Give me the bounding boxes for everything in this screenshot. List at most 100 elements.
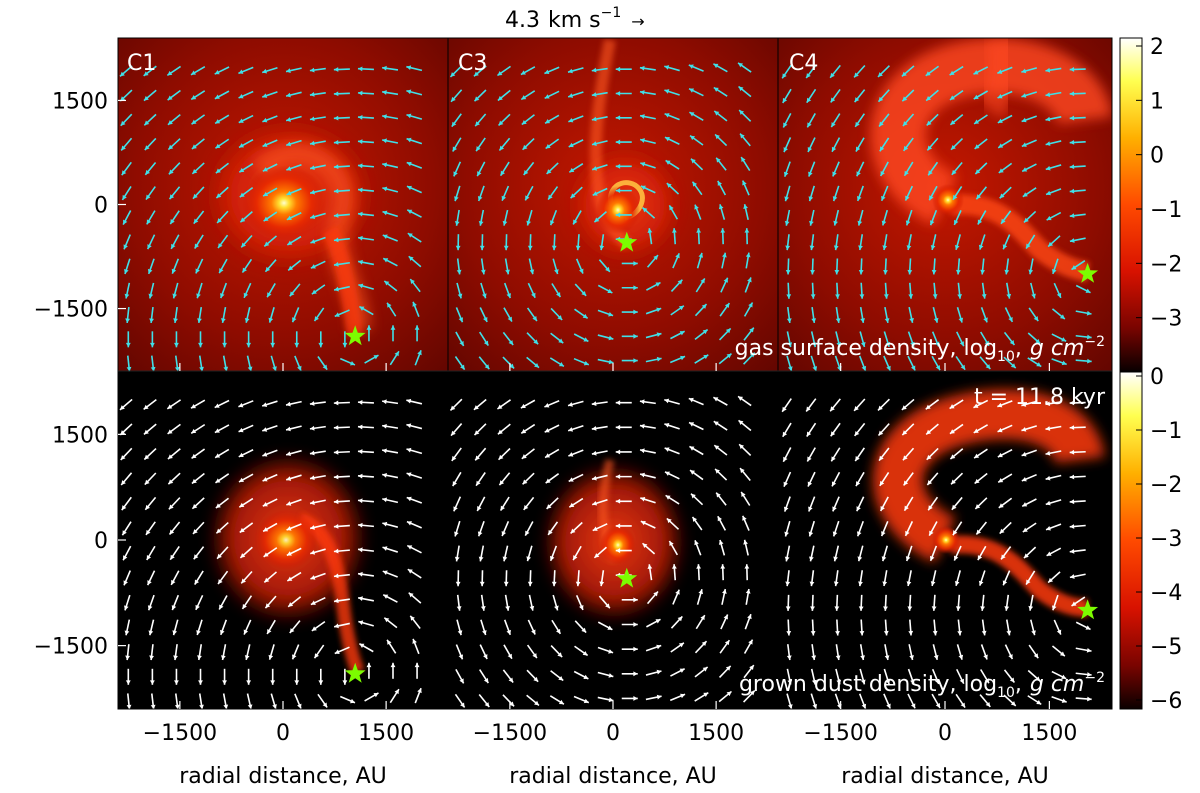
- velocity-arrow-head: [901, 405, 907, 410]
- velocity-arrow-head: [615, 188, 621, 194]
- velocity-arrow-head: [831, 122, 836, 128]
- velocity-arrow-head: [526, 220, 531, 226]
- velocity-arrow-head: [675, 253, 680, 259]
- velocity-arrow-head: [717, 180, 722, 186]
- velocity-arrow-head: [808, 171, 813, 177]
- velocity-arrow-head: [521, 119, 527, 125]
- velocity-arrow-head: [743, 204, 748, 209]
- velocity-arrow-head: [521, 454, 527, 459]
- velocity-arrow-head: [689, 112, 695, 117]
- velocity-arrow-head: [831, 481, 837, 487]
- velocity-arrow-head: [832, 506, 837, 512]
- velocity-arrow-head: [830, 97, 836, 103]
- velocity-arrow-head: [123, 580, 128, 586]
- velocity-arrow-head: [973, 70, 979, 75]
- velocity-arrow-head: [479, 245, 485, 251]
- velocity-arrow-head: [615, 474, 621, 480]
- velocity-arrow-head: [121, 145, 126, 151]
- velocity-arrow-head: [639, 65, 645, 71]
- velocity-arrow-head: [554, 269, 559, 275]
- velocity-arrow-head: [976, 529, 982, 535]
- velocity-arrow-head: [501, 195, 507, 201]
- velocity-arrow-head: [976, 194, 982, 200]
- velocity-arrow-head: [633, 622, 638, 627]
- velocity-arrow-head: [745, 252, 751, 258]
- velocity-arrow-head: [173, 318, 178, 323]
- velocity-arrow-head: [544, 403, 550, 408]
- velocity-arrow-head: [615, 66, 621, 72]
- velocity-arrow-head: [417, 688, 422, 694]
- gas-panel-c4: [778, 38, 1112, 371]
- velocity-arrow-head: [573, 219, 578, 225]
- x-tick-label: 1500: [688, 721, 744, 746]
- velocity-arrow-head: [949, 404, 955, 409]
- velocity-arrow-head: [749, 352, 755, 358]
- velocity-arrow-head: [980, 606, 985, 611]
- velocity-arrow-head: [503, 581, 509, 587]
- velocity-arrow-head: [1046, 525, 1051, 531]
- colorbar-tick-label: 2: [1150, 35, 1164, 60]
- velocity-arrow-head: [357, 498, 363, 504]
- velocity-arrow-head: [509, 701, 515, 707]
- velocity-arrow-head: [262, 402, 268, 407]
- velocity-arrow-head: [831, 456, 836, 462]
- velocity-arrow-head: [883, 269, 888, 275]
- velocity-arrow-head: [509, 363, 515, 369]
- velocity-arrow-head: [240, 553, 246, 558]
- velocity-arrow-head: [959, 341, 964, 347]
- velocity-arrow-head: [556, 292, 561, 298]
- velocity-arrow-head: [951, 504, 957, 510]
- velocity-arrow-head: [702, 329, 708, 335]
- velocity-arrow-head: [607, 288, 613, 293]
- velocity-arrow-head: [476, 146, 481, 152]
- velocity-arrow-head: [884, 655, 890, 660]
- velocity-arrow-head: [310, 239, 316, 244]
- velocity-arrow-head: [973, 403, 979, 408]
- velocity-arrow-head: [782, 431, 788, 437]
- velocity-arrow-head: [474, 96, 480, 102]
- velocity-arrow-head: [665, 160, 671, 165]
- velocity-arrow-head: [357, 399, 363, 405]
- velocity-arrow-head: [483, 678, 489, 684]
- velocity-arrow-head: [830, 406, 835, 412]
- velocity-arrow-head: [904, 170, 909, 176]
- velocity-arrow-head: [855, 146, 861, 152]
- velocity-arrow-head: [672, 564, 677, 569]
- velocity-arrow-head: [373, 692, 379, 698]
- velocity-arrow-head: [286, 190, 292, 196]
- velocity-arrow-head: [215, 119, 221, 124]
- velocity-arrow-head: [860, 318, 865, 323]
- velocity-arrow-head: [270, 680, 276, 685]
- velocity-arrow-head: [333, 213, 339, 218]
- velocity-arrow-head: [169, 194, 175, 200]
- velocity-arrow-head: [748, 302, 753, 308]
- velocity-arrow-head: [126, 704, 132, 710]
- velocity-arrow-head: [854, 97, 860, 103]
- velocity-arrow-head: [724, 303, 730, 309]
- velocity-arrow-head: [885, 679, 891, 685]
- velocity-arrow-head: [239, 527, 245, 533]
- velocity-arrow-head: [333, 237, 339, 243]
- velocity-arrow-head: [171, 268, 177, 274]
- velocity-arrow-head: [545, 143, 551, 149]
- velocity-arrow-head: [633, 261, 638, 266]
- y-axis-ticks: 1500 0 −1500 1500 0 −1500: [34, 89, 126, 660]
- velocity-arrow-head: [333, 598, 339, 604]
- velocity-arrow-head: [783, 147, 788, 153]
- velocity-arrow-head: [167, 404, 173, 409]
- velocity-arrow-head: [807, 122, 812, 128]
- velocity-arrow-head: [334, 649, 340, 654]
- velocity-arrow-head: [951, 169, 957, 175]
- velocity-arrow-head: [1071, 265, 1077, 270]
- velocity-arrow-head: [904, 505, 909, 511]
- velocity-arrow-head: [451, 121, 457, 127]
- velocity-arrow-head: [741, 491, 746, 497]
- velocity-arrow-head: [955, 606, 961, 611]
- velocity-arrow-head: [223, 704, 229, 710]
- velocity-arrow-head: [579, 268, 584, 274]
- velocity-arrow-head: [715, 468, 720, 474]
- velocity-arrow-head: [952, 194, 958, 200]
- velocity-arrow-head: [782, 97, 788, 103]
- velocity-arrow-head: [784, 556, 790, 562]
- velocity-arrow-head: [192, 503, 198, 509]
